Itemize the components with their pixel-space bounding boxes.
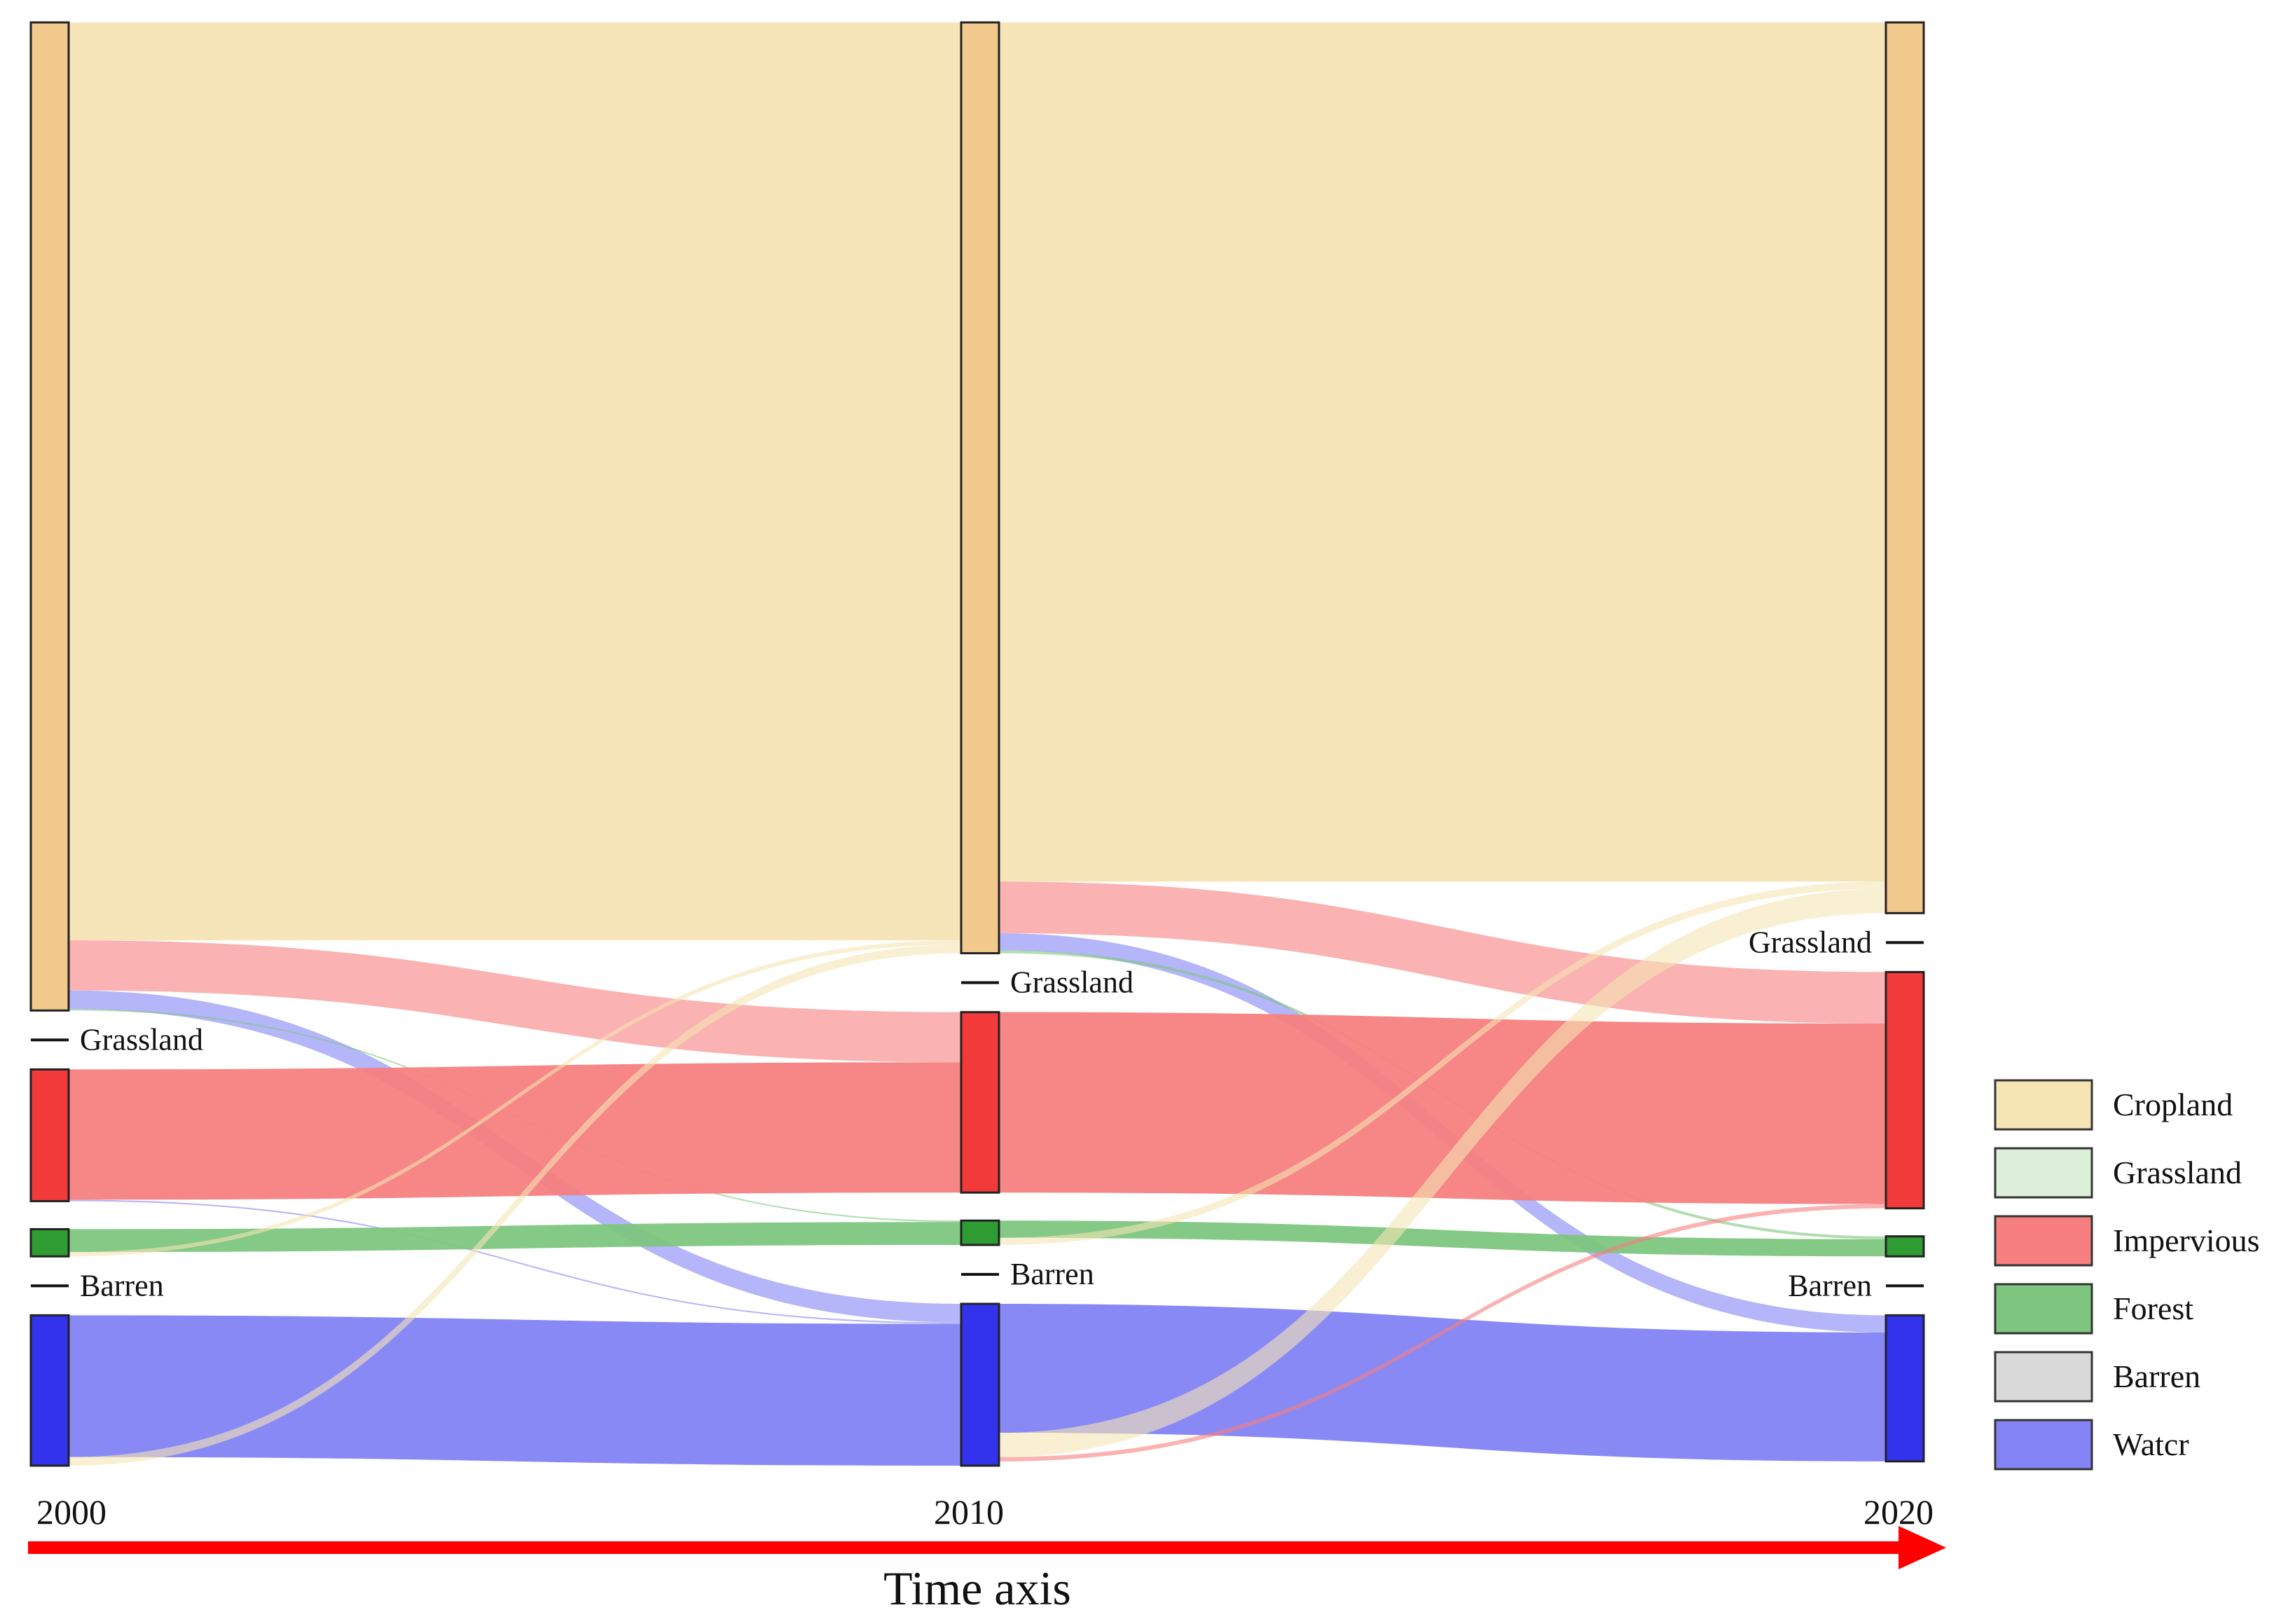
node-label-2010-grassland: Grassland [1010,965,1133,1000]
flow-2010-2020-forest-to-forest [999,1220,1886,1257]
time-axis-arrow [28,1526,1946,1569]
legend: Cropland Grassland Impervious Forest Barren W… [1994,1079,2260,1471]
legend-label-water: Watcr [2113,1426,2189,1462]
node-2020-impervious [1884,970,1925,1210]
node-2000-forest [29,1227,70,1258]
labels-layer: Grassland Barren Grassland Barren Grassland B… [80,925,1872,1302]
legend-label-cropland: Cropland [2113,1087,2233,1122]
node-2020-grassland [1886,941,1924,944]
legend-swatch-grassland [1994,1147,2093,1199]
flow-2010-2020-water-to-water [999,1304,1886,1461]
flow-2010-2020-water-to-cropland [999,888,1886,1457]
flow-2000-2010-forest-to-cropland [69,940,961,1257]
legend-label-impervious: Impervious [2113,1223,2260,1258]
flow-2010-2020-cropland-to-impervious [999,881,1886,1024]
node-2010-forest [960,1219,1000,1246]
flows-layer [69,22,1886,1466]
node-label-2010-barren: Barren [1010,1257,1094,1291]
flow-2000-2010-cropland-to-cropland [69,22,961,941]
year-label-2020: 2020 [1863,1492,1934,1532]
flow-2010-2020-forest-to-cropland [999,881,1886,1245]
year-label-2010: 2010 [934,1492,1004,1532]
node-2020-forest [1884,1235,1925,1258]
flow-2000-2010-impervious-to-impervious [69,1062,961,1200]
flow-2010-2020-cropland-to-cropland [999,22,1886,882]
legend-label-barren: Barren [2113,1358,2200,1394]
legend-swatch-barren [1994,1351,2093,1403]
node-2010-cropland [960,21,1000,955]
node-2010-impervious [960,1011,1000,1194]
flow-2010-2020-water-to-impervious [999,1204,1886,1461]
flow-2000-2010-forest-to-forest [69,1222,961,1253]
flow-2000-2010-water-to-cropland [69,944,961,1466]
node-label-2020-grassland: Grassland [1749,925,1872,959]
legend-label-grassland: Grassland [2113,1155,2242,1190]
node-2010-grassland [961,981,999,984]
legend-swatch-water [1994,1419,2093,1471]
year-label-2000: 2000 [36,1492,106,1532]
legend-label-forest: Forest [2113,1291,2193,1326]
node-2010-water [960,1302,1000,1467]
time-axis-title: Time axis [883,1562,1071,1615]
flow-2000-2010-impervious-to-water [69,1199,961,1324]
node-2000-grassland [31,1038,69,1042]
node-label-2020-barren: Barren [1788,1268,1872,1302]
legend-swatch-cropland [1994,1079,2093,1131]
flow-2010-2020-impervious-to-impervious [999,1012,1886,1204]
flow-2000-2010-water-to-water [69,1315,961,1466]
node-label-2000-barren: Barren [80,1268,164,1302]
legend-swatch-impervious [1994,1215,2093,1267]
legend-swatch-forest [1994,1283,2093,1335]
node-2020-barren [1886,1284,1924,1288]
node-2000-cropland [29,21,70,1012]
node-2000-barren [31,1284,69,1288]
node-2000-water [29,1314,70,1467]
node-2020-water [1884,1314,1925,1463]
node-label-2000-grassland: Grassland [80,1022,203,1057]
nodes-layer [29,21,1925,1467]
node-2000-impervious [29,1068,70,1202]
node-2010-barren [961,1272,999,1276]
node-2020-cropland [1884,21,1925,914]
flow-2000-2010-cropland-to-impervious [69,940,961,1063]
